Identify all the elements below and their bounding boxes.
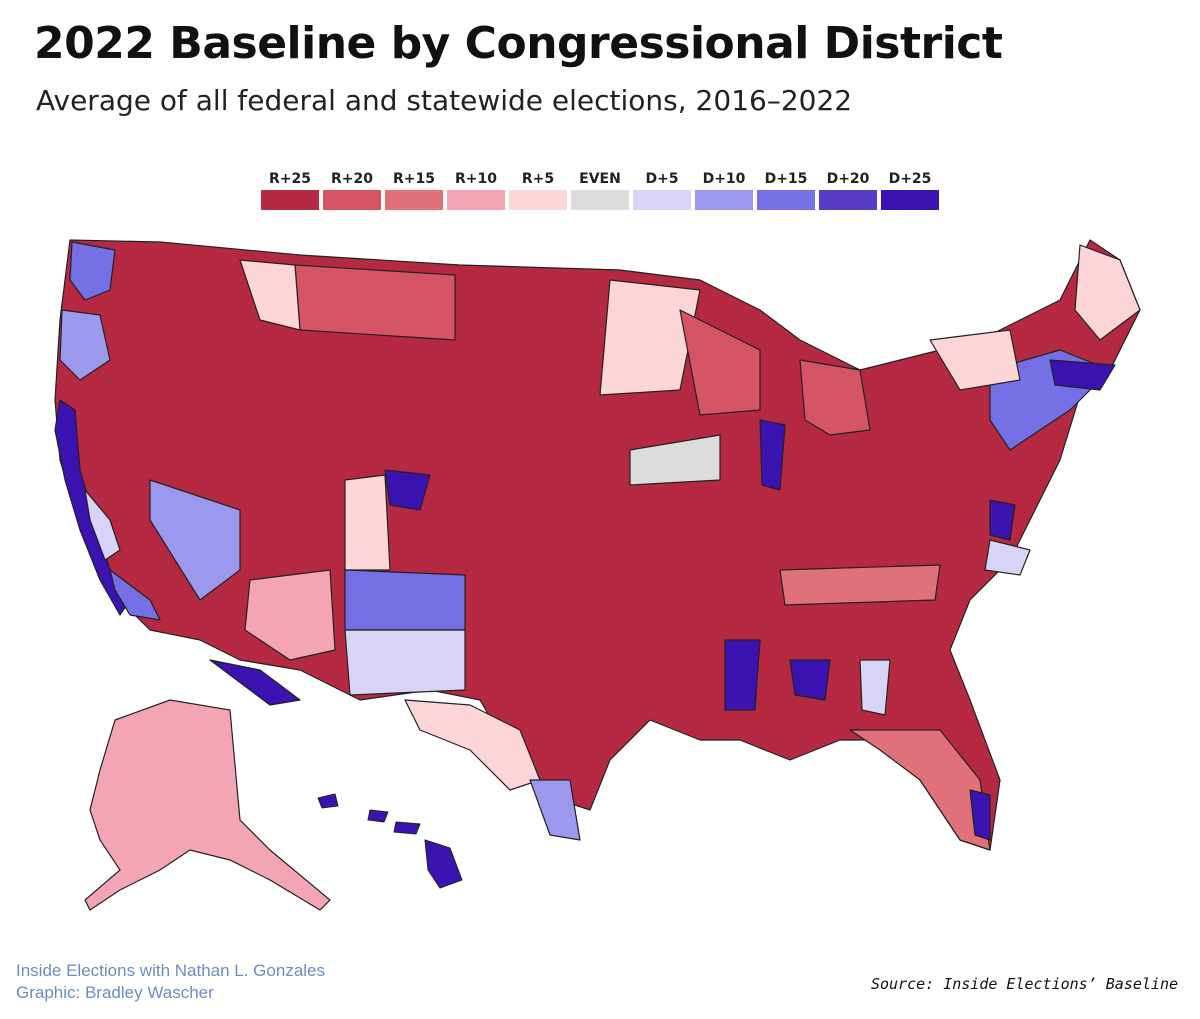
legend-item: D+15 xyxy=(756,168,816,210)
legend-item: D+25 xyxy=(880,168,940,210)
credit-line-organization: Inside Elections with Nathan L. Gonzales xyxy=(16,961,326,980)
legend-swatch xyxy=(757,190,815,210)
legend-item: D+20 xyxy=(818,168,878,210)
credit-block: Inside Elections with Nathan L. Gonzales… xyxy=(16,960,325,1004)
district-tn-light xyxy=(779,564,941,606)
district-fl xyxy=(849,729,991,851)
legend-label: R+5 xyxy=(521,171,555,187)
district-mi xyxy=(799,359,871,436)
district-ny-north xyxy=(929,329,1021,391)
map-title: 2022 Baseline by Congressional District xyxy=(34,18,1003,69)
hawaii xyxy=(317,793,463,889)
legend-label: D+10 xyxy=(702,171,746,187)
map-subtitle: Average of all federal and statewide ele… xyxy=(36,84,853,117)
district-or-west xyxy=(59,309,111,381)
alaska xyxy=(84,699,331,911)
legend-item: R+10 xyxy=(446,168,506,210)
legend-label: D+15 xyxy=(764,171,808,187)
district-map xyxy=(54,239,1141,911)
legend-swatch xyxy=(261,190,319,210)
contiguous-us xyxy=(54,239,1141,851)
district-co-denver xyxy=(384,469,431,511)
source-note: Source: Inside Elections’ Baseline xyxy=(870,975,1178,993)
district-ma xyxy=(1049,359,1116,391)
legend-item: R+5 xyxy=(508,168,568,210)
credit-line-graphic: Graphic: Bradley Wascher xyxy=(16,983,214,1002)
district-tx-west xyxy=(404,699,541,791)
legend-swatch xyxy=(509,190,567,210)
legend-swatch xyxy=(695,190,753,210)
district-wa-west xyxy=(69,241,116,301)
legend-swatch xyxy=(323,190,381,210)
district-ca-south xyxy=(109,569,161,621)
district-az xyxy=(244,569,336,661)
district-nc xyxy=(984,539,1031,576)
legend-label: R+15 xyxy=(393,171,435,187)
district-ca-central xyxy=(84,489,121,561)
legend-swatch xyxy=(571,190,629,210)
district-fl-south xyxy=(969,789,991,841)
legend-item: R+20 xyxy=(322,168,382,210)
legend-swatch xyxy=(447,190,505,210)
legend-item: R+15 xyxy=(384,168,444,210)
district-tx-south xyxy=(529,779,581,841)
district-mt-east xyxy=(294,264,456,341)
legend-item: D+5 xyxy=(632,168,692,210)
district-wi xyxy=(679,309,761,416)
district-co-west xyxy=(344,474,391,571)
legend-swatch xyxy=(819,190,877,210)
district-ga-south xyxy=(859,659,891,716)
district-va-dc xyxy=(989,499,1016,541)
legend-label: D+25 xyxy=(888,171,932,187)
district-nv xyxy=(149,479,241,601)
legend-label: D+20 xyxy=(826,171,870,187)
district-mn-north xyxy=(599,279,701,396)
legend-label: R+25 xyxy=(269,171,311,187)
district-me xyxy=(1074,244,1141,341)
legend-label: R+10 xyxy=(455,171,497,187)
district-ms-delta xyxy=(724,639,761,711)
district-nm-north xyxy=(344,569,466,631)
legend-label: EVEN xyxy=(579,171,621,187)
color-legend: R+25 R+20 R+15 R+10 R+5 EVEN D+5 D+10 D+15 D+20 D+… xyxy=(260,168,940,210)
district-chicago xyxy=(759,419,786,491)
district-mt-west xyxy=(239,259,301,331)
legend-label: D+5 xyxy=(645,171,679,187)
legend-item: D+10 xyxy=(694,168,754,210)
legend-item: EVEN xyxy=(570,168,630,210)
district-az-south xyxy=(209,659,301,706)
district-al-black-belt xyxy=(789,659,831,701)
legend-item: R+25 xyxy=(260,168,320,210)
legend-swatch xyxy=(881,190,939,210)
legend-swatch xyxy=(385,190,443,210)
district-nm-south xyxy=(344,629,466,696)
legend-label: R+20 xyxy=(331,171,373,187)
district-il-ia xyxy=(629,434,721,486)
legend-swatch xyxy=(633,190,691,210)
